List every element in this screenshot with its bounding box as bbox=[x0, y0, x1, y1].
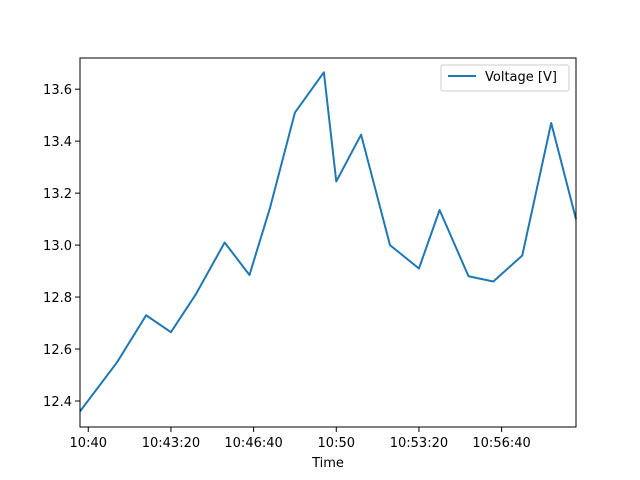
legend-box bbox=[440, 64, 570, 92]
series-line-0 bbox=[79, 71, 577, 413]
x-tick-label: 10:40 bbox=[70, 436, 107, 451]
y-tick-label: 13.2 bbox=[43, 187, 72, 202]
y-tick-label: 12.6 bbox=[43, 343, 72, 358]
x-tick-label: 10:46:40 bbox=[224, 436, 282, 451]
x-tick-label: 10:53:20 bbox=[390, 436, 448, 451]
y-axis: 12.4 12.6 12.8 13.0 13.2 13.4 13.6 bbox=[43, 83, 80, 410]
x-axis: 10:40 10:43:20 10:46:40 10:50 10:53:20 10:56:… bbox=[70, 427, 531, 451]
y-tick-label: 13.6 bbox=[43, 83, 72, 98]
plot-area bbox=[80, 58, 576, 427]
x-tick-label: 10:50 bbox=[318, 436, 355, 451]
legend: Voltage [V] bbox=[440, 64, 570, 92]
legend-label-voltage: Voltage [V] bbox=[485, 70, 557, 85]
y-tick-label: 12.4 bbox=[43, 395, 72, 410]
x-axis-label: Time bbox=[311, 456, 344, 471]
y-tick-label: 13.0 bbox=[43, 239, 72, 254]
x-tick-label: 10:56:40 bbox=[472, 436, 530, 451]
x-tick-label: 10:43:20 bbox=[142, 436, 200, 451]
y-tick-label: 12.8 bbox=[43, 291, 72, 306]
plot-frame bbox=[79, 57, 577, 428]
y-tick-label: 13.4 bbox=[43, 135, 72, 150]
